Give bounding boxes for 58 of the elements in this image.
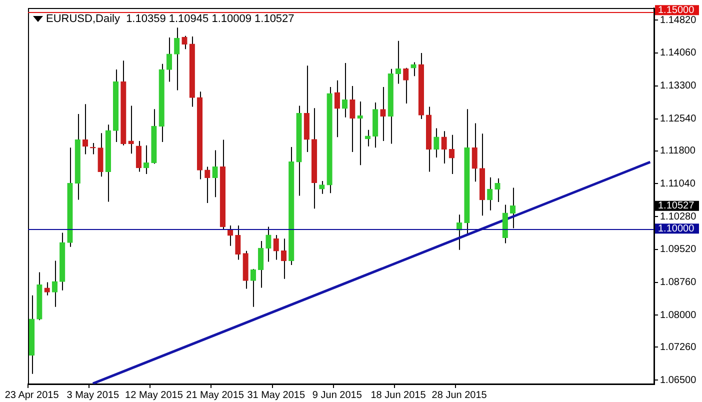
candlestick	[136, 140, 142, 172]
candlestick	[342, 62, 348, 118]
candlestick	[487, 176, 493, 211]
candlestick	[250, 268, 256, 308]
y-tick-label: 1.10280	[660, 211, 697, 222]
candlestick	[380, 86, 386, 142]
candlestick	[128, 105, 134, 154]
candlestick	[319, 180, 325, 194]
candlestick	[395, 40, 402, 84]
candlestick	[212, 150, 218, 198]
x-tick-label: 9 Jun 2015	[312, 390, 362, 401]
y-tick-label: 1.12540	[660, 114, 697, 125]
candlestick	[510, 187, 516, 229]
x-tick-label: 23 Apr 2015	[4, 390, 60, 401]
candlestick	[434, 128, 440, 158]
candlestick	[403, 67, 409, 104]
x-tick-label: 21 May 2015	[186, 390, 244, 401]
candlestick	[266, 226, 272, 262]
ref-line-label: 1.15000	[658, 4, 695, 16]
candlestick	[174, 27, 180, 91]
candlestick	[204, 166, 210, 204]
chart-title: EURUSD,Daily 1.10359 1.10945 1.10009 1.10527	[46, 13, 294, 26]
candlestick	[44, 282, 50, 296]
y-tick-label: 1.14820	[660, 14, 697, 26]
candlestick	[52, 260, 58, 308]
y-tick-label: 1.08760	[660, 277, 697, 288]
candlestick	[144, 144, 150, 175]
candlestick	[494, 178, 500, 203]
candlestick	[441, 130, 447, 164]
x-tick-label: 3 May 2015	[66, 390, 120, 401]
y-tick-label: 1.11800	[660, 146, 696, 157]
candlestick	[258, 240, 264, 288]
candlestick	[82, 104, 88, 155]
candlestick	[502, 204, 508, 244]
candlestick	[334, 80, 340, 138]
candlestick	[273, 234, 279, 260]
y-tick-label: 1.14060	[660, 48, 697, 59]
y-tick-label: 1.06500	[660, 374, 697, 386]
y-tick-label: 1.08000	[660, 310, 697, 321]
text: 1.10527	[658, 200, 695, 212]
candlestick	[227, 224, 234, 246]
ref-line-label: 1.10000	[658, 223, 695, 234]
x-tick-label: 18 Jun 2015	[370, 390, 426, 401]
candlestick	[182, 35, 188, 50]
x-tick-label: 12 May 2015	[125, 390, 184, 401]
candlestick	[166, 37, 172, 82]
y-tick-label: 1.09520	[660, 244, 697, 256]
candlestick	[235, 224, 241, 260]
candlestick	[448, 134, 455, 175]
x-tick-label: 31 May 2015	[247, 390, 306, 401]
y-tick-label: 1.13300	[660, 80, 697, 92]
y-tick-label: 1.11040	[660, 178, 696, 190]
candlestick	[98, 132, 104, 178]
x-tick-label: 28 Jun 2015	[432, 390, 488, 401]
candlestick	[280, 238, 287, 280]
candlestick	[472, 122, 478, 182]
candlestick	[350, 86, 356, 152]
y-tick-label: 1.07260	[660, 342, 697, 353]
